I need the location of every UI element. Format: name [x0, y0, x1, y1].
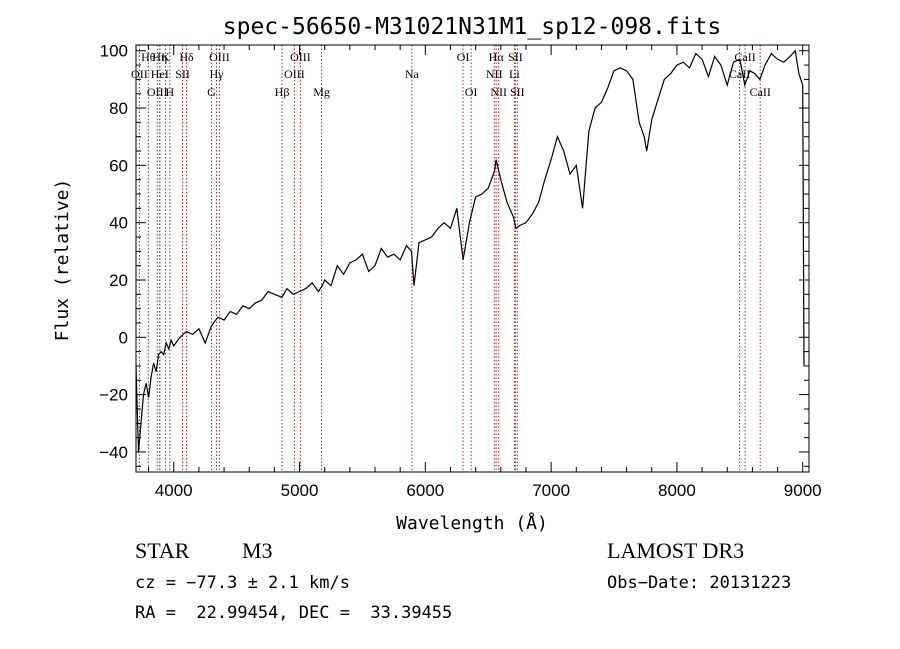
- line-label: Mg: [313, 85, 330, 99]
- line-label: SII: [510, 85, 525, 99]
- line-label: OII: [131, 67, 148, 81]
- line-label: OIII: [290, 50, 311, 64]
- line-label: OIII: [147, 85, 168, 99]
- chart-title: spec-56650-M31021N31M1_sp12-098.fits: [223, 14, 722, 40]
- redshift-velocity: cz = −77.3 ± 2.1 km/s: [135, 573, 350, 593]
- object-class: M3: [242, 538, 273, 563]
- y-tick-label: 40: [109, 214, 128, 233]
- object-type: STAR: [135, 538, 190, 563]
- y-tick-label: 100: [100, 42, 128, 61]
- y-tick-label: 20: [109, 271, 128, 290]
- line-label: Hθ: [141, 50, 156, 64]
- coordinates: RA = 22.99454, DEC = 33.39455: [135, 603, 453, 623]
- line-label: OI: [457, 50, 470, 64]
- spectrum-line: [135, 49, 805, 452]
- line-label: OIII: [209, 50, 230, 64]
- x-axis: 4000 5000 6000 7000 8000 9000: [148, 45, 822, 500]
- line-label: Hα: [489, 50, 505, 64]
- line-label: CaII: [729, 67, 750, 81]
- spectral-line-labels: OIIHθOIIIHηHeIKHSIIHδGHγOIIIHβOIIIOIIIMg…: [131, 50, 771, 99]
- x-tick-label: 7000: [532, 481, 570, 500]
- spectral-line-markers: [138, 45, 761, 472]
- x-tick-label: 5000: [281, 481, 319, 500]
- line-label: SII: [508, 50, 523, 64]
- plot-frame: [135, 44, 810, 473]
- line-label: Na: [405, 67, 420, 81]
- x-axis-label: Wavelength (Å): [396, 512, 548, 534]
- y-tick-label: 0: [119, 328, 128, 347]
- x-tick-label: 4000: [155, 481, 193, 500]
- y-axis: −40 −20 0 20 40 60 80 100: [99, 42, 809, 467]
- line-label: Hγ: [210, 67, 225, 81]
- y-tick-label: 60: [109, 156, 128, 175]
- y-tick-label: −20: [99, 386, 128, 405]
- survey-name: LAMOST DR3: [607, 538, 745, 563]
- line-label: CaII: [734, 50, 755, 64]
- line-label: NII: [486, 67, 503, 81]
- line-label: SII: [175, 67, 190, 81]
- x-tick-label: 9000: [784, 481, 822, 500]
- x-tick-label: 6000: [406, 481, 444, 500]
- y-axis-label: Flux (relative): [52, 179, 73, 342]
- y-tick-label: 80: [109, 99, 128, 118]
- line-label: H: [166, 85, 175, 99]
- line-label: Hδ: [179, 50, 194, 64]
- line-label: Hβ: [275, 85, 290, 99]
- line-label: HeI: [151, 67, 169, 81]
- line-label: G: [207, 85, 216, 99]
- line-label: OIII: [284, 67, 305, 81]
- x-tick-label: 8000: [658, 481, 696, 500]
- line-label: Hη: [152, 50, 167, 64]
- line-label: CaII: [750, 85, 771, 99]
- line-label: OI: [465, 85, 478, 99]
- line-label: NII: [490, 85, 507, 99]
- line-label: Li: [509, 67, 520, 81]
- y-tick-label: −40: [99, 443, 128, 462]
- line-label: K: [161, 50, 170, 64]
- observation-date: Obs−Date: 20131223: [607, 573, 792, 593]
